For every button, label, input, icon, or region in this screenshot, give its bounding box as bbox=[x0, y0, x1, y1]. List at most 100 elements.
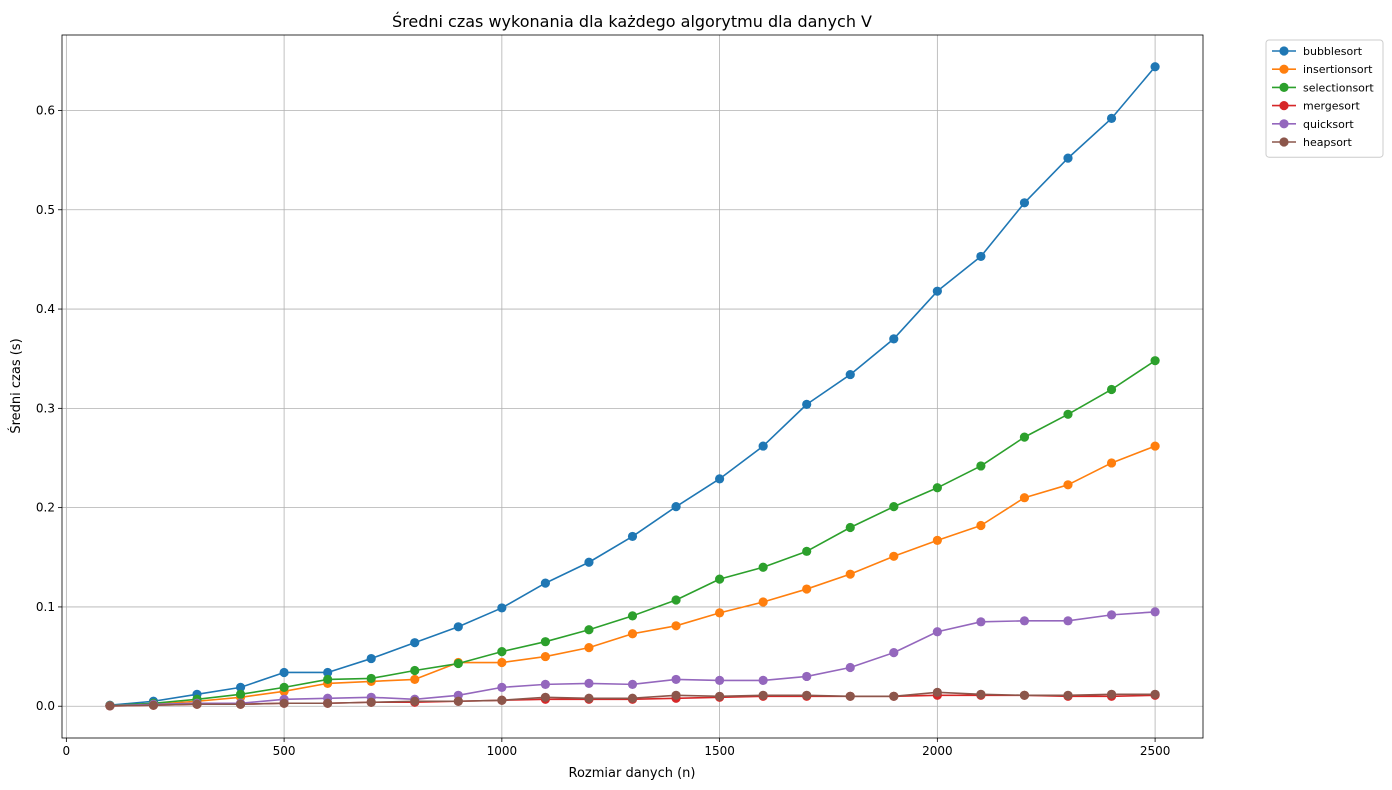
quicksort-point bbox=[889, 648, 899, 658]
y-tick-label: 0.2 bbox=[36, 501, 55, 515]
quicksort-point bbox=[584, 678, 594, 688]
heapsort-point bbox=[1019, 690, 1030, 700]
selectionsort-point bbox=[1063, 409, 1073, 419]
legend-label: insertionsort bbox=[1303, 63, 1373, 76]
bubblesort-point bbox=[802, 399, 812, 409]
quicksort-point bbox=[627, 679, 638, 689]
heapsort-point bbox=[1063, 690, 1073, 700]
selectionsort-point bbox=[1150, 356, 1160, 366]
legend-marker bbox=[1279, 137, 1289, 147]
legend-marker bbox=[1279, 82, 1289, 92]
quicksort-point bbox=[714, 675, 725, 686]
quicksort-point bbox=[540, 679, 551, 689]
insertionsort-point bbox=[845, 569, 855, 579]
heapsort-point bbox=[1150, 689, 1160, 699]
insertionsort-point bbox=[540, 651, 551, 662]
bubblesort-point bbox=[1063, 153, 1073, 163]
bubblesort-point bbox=[1150, 62, 1160, 72]
bubblesort-point bbox=[845, 369, 855, 380]
x-tick-label: 2500 bbox=[1140, 744, 1171, 758]
bubblesort-point bbox=[540, 578, 551, 588]
x-tick-label: 2000 bbox=[922, 744, 953, 758]
heapsort-point bbox=[497, 695, 507, 705]
heapsort-point bbox=[1106, 689, 1117, 699]
quicksort-point bbox=[976, 617, 986, 627]
selectionsort-point bbox=[627, 611, 638, 621]
insertionsort-point bbox=[671, 621, 681, 631]
legend-marker bbox=[1279, 64, 1289, 74]
bubblesort-point bbox=[410, 638, 420, 648]
insertionsort-point bbox=[584, 643, 594, 653]
selectionsort-point bbox=[802, 546, 812, 556]
heapsort-point bbox=[584, 693, 594, 703]
bubblesort-point bbox=[1019, 198, 1030, 208]
selectionsort-point bbox=[671, 595, 681, 605]
y-tick-label: 0.0 bbox=[36, 699, 55, 713]
x-tick-label: 1500 bbox=[704, 744, 735, 758]
selectionsort-point bbox=[932, 483, 942, 493]
legend-label: mergesort bbox=[1303, 100, 1361, 113]
legend-label: quicksort bbox=[1303, 118, 1354, 131]
y-tick-label: 0.1 bbox=[36, 600, 55, 614]
quicksort-point bbox=[1019, 616, 1030, 626]
bubblesort-point bbox=[932, 286, 942, 296]
bubblesort-point bbox=[889, 334, 899, 344]
selectionsort-point bbox=[279, 682, 289, 692]
plot-frame bbox=[61, 34, 1204, 739]
selectionsort-point bbox=[235, 689, 246, 699]
legend-item-insertionsort: insertionsort bbox=[1272, 63, 1373, 76]
bubblesort-point bbox=[714, 474, 725, 484]
insertionsort-point bbox=[1063, 480, 1073, 490]
bubblesort-point bbox=[497, 603, 507, 613]
quicksort-point bbox=[497, 682, 507, 692]
heapsort-point bbox=[758, 690, 768, 700]
x-tick-label: 500 bbox=[273, 744, 296, 758]
heapsort-point bbox=[671, 690, 681, 700]
legend-label: bubblesort bbox=[1303, 45, 1363, 58]
x-tick-label: 1000 bbox=[487, 744, 518, 758]
heapsort-point bbox=[148, 700, 159, 710]
series-bubblesort bbox=[105, 62, 1160, 710]
bubblesort-point bbox=[366, 653, 376, 664]
quicksort-point bbox=[671, 674, 681, 685]
legend-item-mergesort: mergesort bbox=[1272, 100, 1361, 113]
bubblesort-point bbox=[453, 622, 463, 632]
insertionsort-point bbox=[1150, 441, 1160, 451]
bubblesort-point bbox=[279, 667, 289, 678]
insertionsort-point bbox=[714, 608, 725, 618]
insertionsort-point bbox=[627, 629, 638, 639]
insertionsort-point bbox=[976, 520, 986, 531]
heapsort-point bbox=[453, 696, 463, 706]
heapsort-point bbox=[540, 692, 551, 702]
heapsort-point bbox=[889, 691, 899, 701]
selectionsort-point bbox=[497, 647, 507, 657]
bubblesort-point bbox=[584, 557, 594, 567]
legend-marker bbox=[1279, 101, 1289, 111]
legend-item-heapsort: heapsort bbox=[1272, 136, 1352, 149]
ticks: 0 500 1000 1500 2000 2500 0.0 0.1 0.2 0.3 0.4 0.5 0.… bbox=[36, 103, 1170, 758]
quicksort-point bbox=[1150, 607, 1160, 617]
quicksort-point bbox=[1106, 610, 1117, 620]
y-axis-title: Średni czas (s) bbox=[8, 338, 24, 433]
quicksort-point bbox=[932, 627, 942, 637]
selectionsort-point bbox=[323, 674, 333, 685]
series-layer bbox=[105, 62, 1160, 711]
bubblesort-point bbox=[235, 682, 246, 692]
insertionsort-point bbox=[410, 674, 420, 685]
heapsort-point bbox=[366, 697, 376, 707]
insertionsort-point bbox=[497, 657, 507, 668]
selectionsort-point bbox=[540, 637, 551, 647]
legend-item-quicksort: quicksort bbox=[1272, 118, 1354, 131]
series-selectionsort bbox=[105, 356, 1160, 711]
selectionsort-point bbox=[366, 673, 376, 684]
selectionsort-point bbox=[758, 562, 768, 572]
quicksort-point bbox=[845, 662, 855, 673]
legend-marker bbox=[1279, 119, 1289, 129]
legend-item-bubblesort: bubblesort bbox=[1272, 45, 1363, 58]
quicksort-point bbox=[758, 675, 768, 686]
y-tick-label: 0.5 bbox=[36, 203, 55, 217]
heapsort-point bbox=[105, 701, 115, 711]
selectionsort-point bbox=[453, 658, 463, 669]
x-axis-title: Rozmiar danych (n) bbox=[569, 766, 696, 781]
